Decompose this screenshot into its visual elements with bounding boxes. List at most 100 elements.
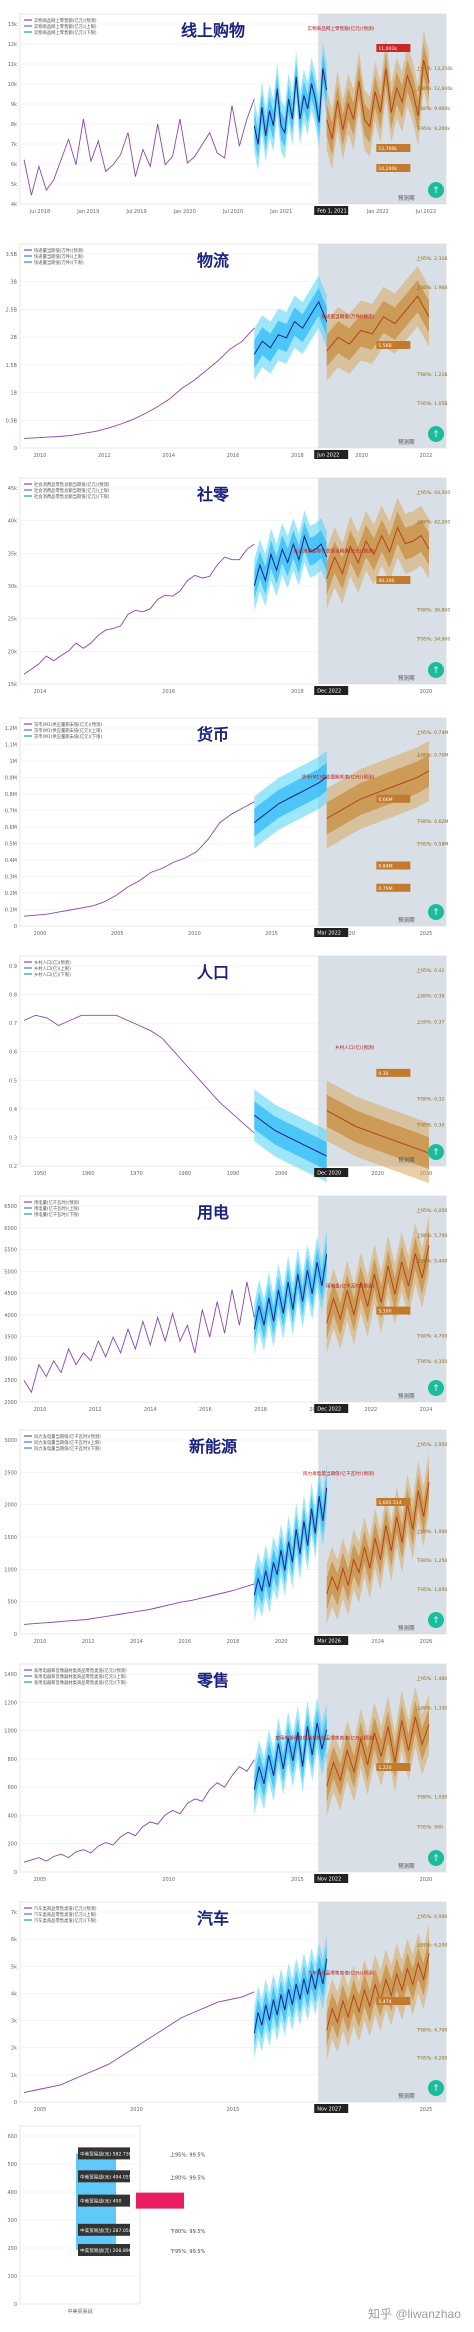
arrow-up-icon[interactable]: ↑ [432, 1854, 440, 1864]
legend-entry[interactable]: 家用电器和音像器材类商品零售类值(亿元)(上限) [34, 1673, 127, 1680]
future-forecast-line[interactable] [326, 526, 430, 580]
x-tick-label: 2015 [227, 2107, 240, 2113]
forecast-band-80 [326, 280, 429, 367]
x-tick-label: 2010 [188, 931, 201, 937]
legend-entry[interactable]: 实物商品网上零售额(亿元)(下限) [34, 29, 97, 36]
y-tick-label: 1500 [4, 1535, 17, 1541]
forecast-line[interactable] [253, 1487, 328, 1596]
legend-entry[interactable]: 乡村人口(亿)(下限) [34, 971, 71, 978]
value-badge [136, 2192, 184, 2209]
forecast-line[interactable] [253, 534, 328, 586]
legend-entry[interactable]: 汽车类商品零售类值(亿元)(预测) [34, 1905, 97, 1912]
future-forecast-line[interactable] [326, 295, 430, 352]
legend-entry[interactable]: 快递量当期值(万件)(下限) [34, 259, 84, 266]
arrow-up-icon[interactable]: ↑ [432, 2084, 440, 2094]
history-line[interactable] [23, 1281, 255, 1394]
legend-entry[interactable]: 家用电器和音像器材类商品零售类值(亿元)(预测) [34, 1667, 127, 1674]
back-to-top-button[interactable] [428, 662, 444, 678]
x-tick-label: 2015 [291, 1877, 304, 1883]
legend-entry[interactable]: 风力发电量当期值(亿千瓦时)(预测) [34, 1433, 101, 1440]
bound-label: 下95%: 99.5% [170, 2249, 206, 2255]
arrow-up-icon[interactable]: ↑ [432, 1384, 440, 1394]
forecast-period-label: 预测期 [398, 2092, 415, 2100]
back-to-top-button[interactable] [428, 1380, 444, 1396]
back-to-top-button[interactable] [428, 1850, 444, 1866]
history-line[interactable] [23, 801, 255, 917]
legend-entry[interactable]: 货币(M1)供应量期末值(亿元)(上限) [34, 727, 102, 734]
legend-entry[interactable]: 用电量(亿千瓦时)(上限) [34, 1205, 80, 1212]
history-line[interactable] [23, 1014, 255, 1134]
back-to-top-button[interactable] [428, 1144, 444, 1160]
y-tick-label: 3k [11, 2019, 17, 2025]
future-forecast-line[interactable] [326, 1110, 430, 1154]
forecast-line[interactable] [254, 1114, 327, 1157]
back-to-top-button[interactable] [428, 426, 444, 442]
y-tick-label: 1B [10, 391, 17, 397]
y-tick-label: 0.6M [5, 825, 17, 831]
future-forecast-line[interactable] [326, 1953, 430, 2031]
data-label: 中美贸易战(元) 208.896 [80, 2247, 132, 2254]
back-to-top-button[interactable] [428, 904, 444, 920]
bound-label: 上95%: 13,250k [416, 65, 453, 72]
arrow-up-icon[interactable]: ↑ [432, 908, 440, 918]
chart-title: 零售 [196, 1671, 229, 1690]
forecast-series-label: 用电量(亿千瓦时)(预测) [326, 1282, 375, 1289]
forecast-line[interactable] [253, 1254, 328, 1330]
y-tick-label: 7k [11, 1910, 17, 1916]
forecast-series-label: 货币(M1)供应量期末值(亿元)(预测) [302, 774, 375, 781]
future-forecast-line[interactable] [326, 1245, 430, 1324]
legend-entry[interactable]: 汽车类商品零售类值(亿元)(上限) [34, 1911, 97, 1918]
chart-title: 物流 [197, 251, 229, 270]
forecast-line[interactable] [253, 68, 328, 145]
forecast-line[interactable] [253, 776, 328, 823]
arrow-up-icon[interactable]: ↑ [432, 186, 440, 196]
legend-entry[interactable]: 风力发电量当期值(亿千瓦时)(下限) [34, 1445, 101, 1452]
x-tick-label: 2016 [162, 689, 175, 695]
legend-entry[interactable]: 风力发电量当期值(亿千瓦时)(上限) [34, 1439, 101, 1446]
legend-entry[interactable]: 乡村人口(亿)(预测) [34, 959, 71, 966]
back-to-top-button[interactable] [428, 1612, 444, 1628]
back-to-top-button[interactable] [428, 2080, 444, 2096]
x-tick-label: 2016 [178, 1639, 191, 1645]
forecast-line[interactable] [253, 1958, 328, 2034]
y-tick-label: 0.8 [9, 993, 17, 999]
history-line[interactable] [23, 98, 255, 196]
y-tick-label: 30k [8, 584, 17, 590]
legend-entry[interactable]: 家用电器和音像器材类商品零售类值(亿元)(下限) [34, 1679, 127, 1686]
legend-entry[interactable]: 货币(M1)供应量期末值(亿元)(下限) [34, 733, 102, 740]
future-forecast-line[interactable] [326, 1716, 430, 1787]
future-forecast-line[interactable] [326, 770, 430, 819]
legend-entry[interactable]: 实物商品网上零售额(亿元)(预测) [34, 17, 97, 24]
legend-entry[interactable]: 社会消费品零售总额当期值(亿元)(下限) [34, 493, 110, 500]
y-tick-label: 2500 [4, 1378, 17, 1384]
forecast-line[interactable] [253, 1722, 328, 1790]
legend-entry[interactable]: 快递量当期值(万件)(上限) [34, 253, 84, 260]
bound-label: 下80%: 1.21B [416, 372, 447, 378]
back-to-top-button[interactable] [428, 182, 444, 198]
legend-entry[interactable]: 快递量当期值(万件)(预测) [34, 247, 84, 254]
history-line[interactable] [23, 1583, 255, 1625]
history-line[interactable] [23, 327, 255, 439]
x-tick-label: 2000 [275, 1171, 288, 1177]
x-tick-label: 2020 [275, 1639, 288, 1645]
arrow-up-icon[interactable]: ↑ [432, 666, 440, 676]
history-line[interactable] [23, 543, 255, 675]
y-tick-label: 35k [8, 551, 17, 557]
history-line[interactable] [23, 1991, 255, 2094]
arrow-up-icon[interactable]: ↑ [432, 1148, 440, 1158]
future-forecast-line[interactable] [326, 59, 430, 140]
legend-entry[interactable]: 社会消费品零售总额当期值(亿元)(上限) [34, 487, 110, 494]
legend-entry[interactable]: 乡村人口(亿)(上限) [34, 965, 71, 972]
value-badge-bg [376, 861, 411, 870]
forecast-line[interactable] [253, 300, 328, 355]
arrow-up-icon[interactable]: ↑ [432, 430, 440, 440]
legend-entry[interactable]: 用电量(亿千瓦时)(预测) [34, 1199, 80, 1206]
legend-entry[interactable]: 实物商品网上零售额(亿元)(上限) [34, 23, 97, 30]
legend-entry[interactable]: 社会消费品零售总额当期值(亿元)(预测) [34, 481, 110, 488]
arrow-up-icon[interactable]: ↑ [432, 1616, 440, 1626]
legend-entry[interactable]: 货币(M1)供应量期末值(亿元)(预测) [34, 721, 102, 728]
legend-entry[interactable]: 汽车类商品零售类值(亿元)(下限) [34, 1917, 97, 1924]
future-forecast-line[interactable] [326, 1482, 430, 1595]
legend-entry[interactable]: 用电量(亿千瓦时)(下限) [34, 1211, 80, 1218]
history-line[interactable] [23, 1759, 255, 1863]
